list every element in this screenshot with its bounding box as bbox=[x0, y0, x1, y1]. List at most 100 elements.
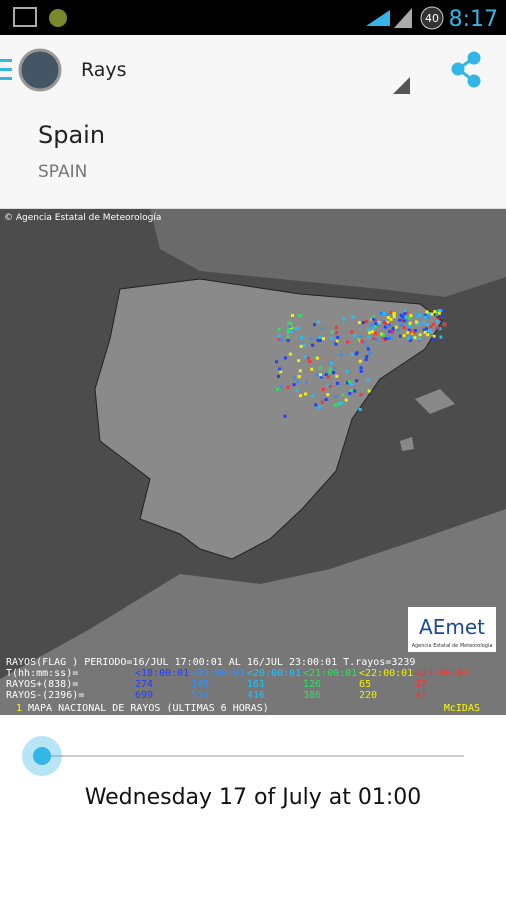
strike bbox=[332, 371, 336, 375]
iberia bbox=[94, 278, 443, 560]
dropdown-button[interactable] bbox=[393, 77, 410, 94]
strike bbox=[398, 318, 402, 322]
strike bbox=[368, 351, 372, 355]
menu-button[interactable] bbox=[0, 59, 12, 80]
lightning-map: © Agencia Estatal de Meteorología AEmet … bbox=[0, 209, 506, 715]
battery-icon bbox=[420, 6, 444, 30]
strike bbox=[357, 321, 361, 325]
strike bbox=[422, 321, 426, 325]
row-cell: 220 bbox=[359, 690, 377, 701]
strike bbox=[358, 407, 362, 411]
strike bbox=[391, 326, 395, 330]
logo-caption: Agencia Estatal de Meteorología bbox=[412, 642, 493, 649]
balearic-islands bbox=[400, 389, 455, 451]
strike bbox=[296, 380, 300, 384]
strike bbox=[370, 323, 374, 327]
strike bbox=[275, 360, 279, 364]
strike bbox=[381, 335, 385, 339]
strike bbox=[334, 395, 338, 399]
slider-thumb[interactable] bbox=[33, 747, 51, 765]
strike bbox=[287, 327, 291, 331]
strike bbox=[334, 325, 338, 329]
location-header: Spain SPAIN bbox=[0, 105, 506, 209]
lightning-strikes bbox=[275, 309, 447, 418]
strike bbox=[443, 323, 447, 327]
strike bbox=[342, 317, 346, 321]
strike bbox=[344, 398, 348, 402]
strike bbox=[346, 340, 350, 344]
strike bbox=[360, 339, 364, 343]
strike bbox=[276, 374, 280, 378]
row-cell: <21:00:01 bbox=[303, 668, 357, 679]
strike bbox=[380, 332, 384, 336]
strike bbox=[382, 311, 386, 315]
strike bbox=[392, 315, 396, 319]
strike bbox=[425, 310, 429, 314]
strike bbox=[280, 384, 284, 388]
strike bbox=[300, 336, 304, 340]
strike bbox=[334, 331, 338, 335]
strike bbox=[372, 326, 376, 330]
strike bbox=[311, 394, 315, 398]
strike bbox=[310, 367, 314, 371]
strike bbox=[436, 318, 440, 322]
strike bbox=[328, 384, 332, 388]
strike bbox=[359, 393, 363, 397]
strike bbox=[374, 323, 378, 327]
strike bbox=[292, 376, 296, 380]
strike bbox=[298, 369, 302, 373]
strike bbox=[378, 312, 382, 316]
clock: 8:17 bbox=[449, 7, 498, 32]
row-cell: <23:00:01 bbox=[415, 668, 469, 679]
strike bbox=[314, 403, 318, 407]
strike bbox=[301, 342, 305, 346]
strike bbox=[384, 321, 388, 325]
strike bbox=[372, 337, 376, 341]
strike bbox=[386, 335, 390, 339]
strike bbox=[366, 378, 370, 382]
strike bbox=[294, 326, 298, 330]
strike bbox=[389, 317, 393, 321]
strike bbox=[333, 403, 337, 407]
strike bbox=[429, 325, 433, 329]
strike bbox=[386, 315, 390, 319]
strike bbox=[355, 379, 359, 383]
strike bbox=[428, 312, 432, 316]
strike bbox=[332, 367, 336, 371]
strike bbox=[396, 328, 400, 332]
strike bbox=[336, 381, 340, 385]
strike bbox=[290, 314, 294, 318]
map-credit: © Agencia Estatal de Meteorología bbox=[4, 213, 161, 223]
strike bbox=[435, 319, 439, 323]
strike bbox=[416, 314, 420, 318]
strike bbox=[292, 383, 296, 387]
strike bbox=[318, 366, 322, 370]
strike bbox=[278, 367, 282, 371]
strike bbox=[308, 360, 312, 364]
legend-table: T(hh:mm:ss)= <18:00:01 <19:00:01 <20:00:01 <… bbox=[6, 668, 469, 701]
strike bbox=[431, 337, 435, 341]
strike bbox=[436, 326, 440, 330]
strike bbox=[288, 325, 292, 329]
strike bbox=[423, 330, 427, 334]
app-bar-graphics: Rays bbox=[0, 48, 481, 94]
strike bbox=[426, 329, 430, 333]
strike bbox=[386, 324, 390, 328]
strike bbox=[412, 331, 416, 335]
strike bbox=[289, 322, 293, 326]
signal-icon bbox=[394, 8, 412, 28]
strike bbox=[403, 312, 407, 316]
strike bbox=[385, 313, 389, 317]
strike bbox=[317, 320, 321, 324]
strike bbox=[439, 335, 443, 339]
strike bbox=[399, 313, 403, 317]
strike bbox=[354, 352, 358, 356]
share-button[interactable] bbox=[451, 51, 481, 88]
strike bbox=[361, 321, 365, 325]
strike bbox=[324, 397, 328, 401]
strike bbox=[377, 322, 381, 326]
strike bbox=[422, 328, 426, 332]
strike bbox=[288, 352, 292, 356]
strike bbox=[348, 392, 352, 396]
row-label: T(hh:mm:ss)= bbox=[6, 668, 78, 679]
